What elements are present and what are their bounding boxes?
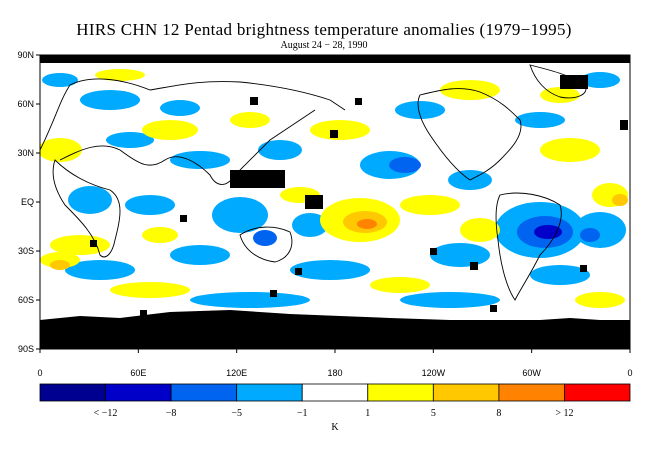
colorbar-bin (564, 383, 631, 402)
colorbar-label: > 12 (555, 408, 574, 419)
lon-label: 0 (627, 368, 632, 378)
north-america-coast (417, 88, 522, 181)
lat-label: 30S (18, 246, 34, 256)
coastlines (40, 64, 587, 301)
colorbar-bin (498, 383, 565, 402)
missing-data (40, 55, 630, 349)
lon-label: 60W (522, 368, 541, 378)
colorbar-bin (170, 383, 238, 402)
longitude-axis: 0 60E 120E 180 120W 60W 0 (37, 349, 633, 378)
very-strong-negative-anomaly (534, 225, 562, 239)
lat-label: 90N (17, 50, 34, 60)
colorbar-unit: K (331, 422, 339, 433)
lat-label: 60N (17, 99, 34, 109)
colorbar-bin (301, 383, 369, 402)
chart-title: HIRS CHN 12 Pentad brightness temperatur… (76, 20, 572, 39)
colorbar-bin (236, 383, 303, 402)
colorbar-bin (432, 383, 500, 402)
colorbar-label: 1 (365, 408, 371, 419)
colorbar-bin (367, 383, 434, 402)
lon-label: 180 (327, 368, 342, 378)
negative-anomaly-areas (42, 72, 626, 308)
colorbar-label: −1 (296, 408, 308, 419)
colorbar (39, 383, 631, 402)
greenland-coast (529, 64, 587, 99)
colorbar-bin (105, 383, 172, 402)
australia-coast (239, 226, 293, 263)
lat-label: 90S (18, 344, 34, 354)
lon-label: 120W (422, 368, 446, 378)
anomaly-field (40, 55, 630, 349)
colorbar-label: −5 (231, 408, 242, 419)
latitude-axis: 90N 60N 30N EQ 30S 60S 90S (17, 50, 40, 354)
lat-label: 60S (18, 295, 34, 305)
eurasia-north-coast (40, 78, 346, 151)
colorbar-label: 8 (496, 408, 502, 419)
lon-label: 120E (226, 368, 247, 378)
eurasia-south-coast (59, 109, 316, 185)
lat-label: 30N (17, 148, 34, 158)
africa-coast (52, 159, 121, 258)
colorbar-label: < −12 (93, 408, 118, 419)
south-america-coast (495, 192, 562, 301)
chart-subtitle: August 24 − 28, 1990 (280, 40, 368, 51)
lon-label: 0 (37, 368, 42, 378)
lat-label: EQ (21, 197, 34, 207)
colorbar-label: 5 (430, 408, 436, 419)
colorbar-label: −8 (165, 408, 177, 419)
colorbar-bin (39, 383, 106, 402)
very-strong-positive-anomaly (357, 219, 377, 229)
lon-label: 60E (130, 368, 146, 378)
